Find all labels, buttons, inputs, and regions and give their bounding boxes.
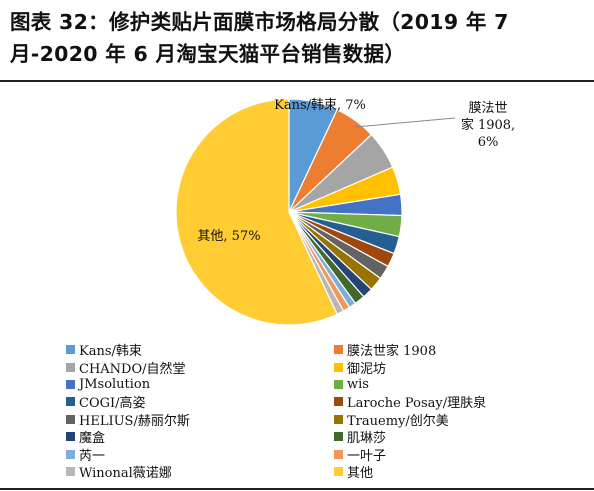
legend-label: Kans/韩束 xyxy=(79,344,142,360)
legend-label: 肌琳莎 xyxy=(347,431,387,447)
legend-swatch xyxy=(66,345,75,355)
legend-item: 御泥坊 xyxy=(334,358,526,377)
leader-line xyxy=(354,117,456,128)
pie-chart: Kans/韩束, 7% 膜法世家 1908, 6% 其他, 57% xyxy=(175,98,515,326)
legend-item: JMsolution xyxy=(66,376,334,393)
legend-label: HELIUS/赫丽尔斯 xyxy=(79,413,190,429)
data-label-kans: Kans/韩束, 7% xyxy=(274,98,366,113)
legend-swatch xyxy=(334,362,343,372)
legend-swatch xyxy=(66,362,75,372)
legend-item: 膜法世家 1908 xyxy=(334,341,526,360)
legend-item: CHANDO/自然堂 xyxy=(66,358,334,377)
legend-label: wis xyxy=(347,376,369,392)
legend-label: Laroche Posay/理肤泉 xyxy=(347,396,487,412)
legend-item: wis xyxy=(334,376,526,393)
legend-item: Laroche Posay/理肤泉 xyxy=(334,393,526,412)
legend-label: Winonal薇诺娜 xyxy=(79,465,172,481)
legend-swatch xyxy=(334,345,343,355)
legend-item: 芮一 xyxy=(66,445,334,464)
pie-slice-15 xyxy=(175,98,338,326)
bottom-divider xyxy=(0,488,594,490)
chart-legend: Kans/韩束 膜法世家 1908 CHANDO/自然堂 御泥坊 JMsolution w… xyxy=(66,341,526,481)
legend-label: 魔盒 xyxy=(79,431,106,447)
legend-item: 其他 xyxy=(334,463,526,481)
legend-swatch xyxy=(334,449,343,459)
chart-title: 图表 32：修护类贴片面膜市场格局分散（2019 年 7 月-2020 年 6 … xyxy=(10,10,509,66)
legend-item: Kans/韩束 xyxy=(66,341,334,360)
title-divider xyxy=(0,80,594,82)
legend-swatch xyxy=(66,379,75,389)
legend-item: HELIUS/赫丽尔斯 xyxy=(66,411,334,429)
data-label-mofa: 膜法世家 1908, 6% xyxy=(461,101,515,150)
legend-label: 御泥坊 xyxy=(347,361,387,377)
legend-swatch xyxy=(66,397,75,407)
legend-swatch xyxy=(66,432,75,442)
legend-swatch xyxy=(334,414,343,424)
legend-item: 魔盒 xyxy=(66,428,334,447)
legend-item: 一叶子 xyxy=(334,445,526,464)
legend-swatch xyxy=(334,397,343,407)
legend-swatch xyxy=(66,449,75,459)
data-label-other: 其他, 57% xyxy=(197,229,260,244)
legend-item: Trauemy/创尔美 xyxy=(334,411,526,429)
legend-swatch xyxy=(334,379,343,389)
legend-label: COGI/高姿 xyxy=(79,396,146,412)
legend-label: JMsolution xyxy=(79,376,151,392)
legend-label: 一叶子 xyxy=(347,448,387,464)
legend-swatch xyxy=(334,432,343,442)
legend-item: Winonal薇诺娜 xyxy=(66,463,334,481)
legend-swatch xyxy=(66,466,75,476)
legend-label: 膜法世家 1908 xyxy=(347,344,437,360)
legend-swatch xyxy=(66,414,75,424)
legend-swatch xyxy=(334,466,343,476)
legend-label: Trauemy/创尔美 xyxy=(347,413,449,429)
legend-label: CHANDO/自然堂 xyxy=(79,361,186,377)
legend-item: 肌琳莎 xyxy=(334,428,526,447)
legend-label: 芮一 xyxy=(79,448,106,464)
legend-item: COGI/高姿 xyxy=(66,393,334,412)
legend-label: 其他 xyxy=(347,465,374,481)
